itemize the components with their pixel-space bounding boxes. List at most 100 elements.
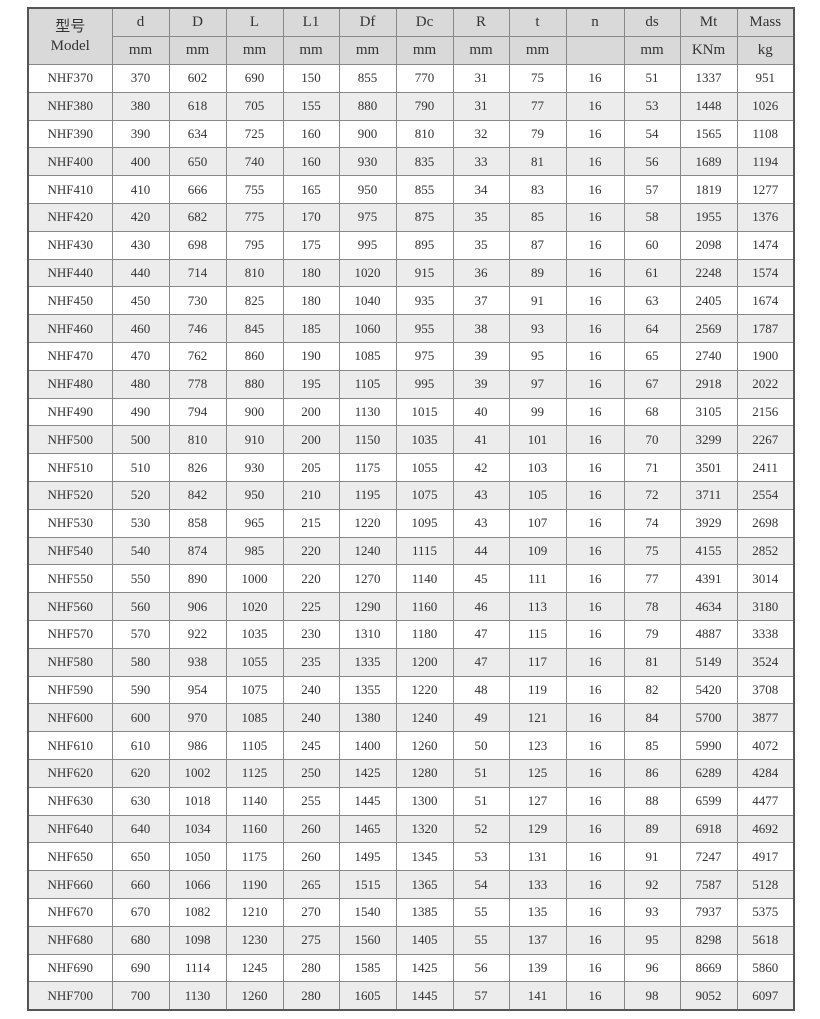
value-cell: 1180 <box>395 619 454 649</box>
column-unit: mm <box>338 36 397 65</box>
model-cell: NHF470 <box>27 341 113 371</box>
value-cell: 4917 <box>736 842 795 872</box>
value-cell: 111 <box>508 564 567 594</box>
model-cell: NHF680 <box>27 925 113 955</box>
value-cell: 215 <box>282 508 340 538</box>
value-cell: 880 <box>338 91 397 121</box>
value-cell: 1337 <box>679 64 738 93</box>
value-cell: 965 <box>225 508 284 538</box>
value-cell: 1560 <box>338 925 397 955</box>
value-cell: 1260 <box>395 731 454 760</box>
value-cell: 3338 <box>736 619 795 649</box>
table-row: NHF540 540 874 985 220 1240 1115 44 109 16 75 4155 2… <box>27 536 795 566</box>
value-cell: 810 <box>168 425 227 455</box>
value-cell: 50 <box>452 731 510 760</box>
value-cell: 1277 <box>736 175 795 204</box>
value-cell: 1605 <box>338 981 397 1011</box>
value-cell: 4284 <box>736 758 795 788</box>
table-row: NHF390 390 634 725 160 900 810 32 79 16 54 1565 1108 <box>27 119 795 149</box>
value-cell: 56 <box>452 953 510 983</box>
value-cell: 117 <box>508 647 567 677</box>
value-cell: 60 <box>623 230 681 260</box>
value-cell: 105 <box>508 480 567 510</box>
value-cell: 260 <box>282 814 340 844</box>
value-cell: 55 <box>452 925 510 955</box>
value-cell: 220 <box>282 536 340 566</box>
value-cell: 1055 <box>395 453 454 482</box>
value-cell: 1130 <box>168 981 227 1011</box>
value-cell: 1035 <box>395 425 454 455</box>
column-header: d <box>111 7 170 37</box>
column-unit: mm <box>508 36 567 65</box>
value-cell: 235 <box>282 647 340 677</box>
value-cell: 160 <box>282 119 340 149</box>
value-cell: 1345 <box>395 842 454 872</box>
value-cell: 995 <box>338 230 397 260</box>
value-cell: 37 <box>452 286 510 316</box>
value-cell: 16 <box>565 453 625 482</box>
value-cell: 845 <box>225 314 284 343</box>
value-cell: 57 <box>623 175 681 204</box>
value-cell: 1674 <box>736 286 795 316</box>
value-cell: 99 <box>508 397 567 427</box>
column-unit: mm <box>623 36 681 65</box>
value-cell: 5618 <box>736 925 795 955</box>
value-cell: 1900 <box>736 341 795 371</box>
value-cell: 1140 <box>395 564 454 594</box>
value-cell: 70 <box>623 425 681 455</box>
column-unit: mm <box>282 36 340 65</box>
value-cell: 205 <box>282 453 340 482</box>
value-cell: 500 <box>111 425 170 455</box>
value-cell: 16 <box>565 925 625 955</box>
value-cell: 1365 <box>395 870 454 899</box>
value-cell: 950 <box>225 480 284 510</box>
value-cell: 2098 <box>679 230 738 260</box>
value-cell: 650 <box>168 147 227 177</box>
value-cell: 92 <box>623 870 681 899</box>
value-cell: 51 <box>623 64 681 93</box>
value-cell: 8669 <box>679 953 738 983</box>
value-cell: 985 <box>225 536 284 566</box>
value-cell: 85 <box>623 731 681 760</box>
value-cell: 440 <box>111 258 170 288</box>
value-cell: 5990 <box>679 731 738 760</box>
value-cell: 1194 <box>736 147 795 177</box>
value-cell: 81 <box>623 647 681 677</box>
value-cell: 540 <box>111 536 170 566</box>
value-cell: 3014 <box>736 564 795 594</box>
table-row: NHF460 460 746 845 185 1060 955 38 93 16 64 2569 178… <box>27 314 795 343</box>
table-row: NHF590 590 954 1075 240 1355 1220 48 119 16 82 5420… <box>27 675 795 705</box>
value-cell: 1066 <box>168 870 227 899</box>
value-cell: 16 <box>565 953 625 983</box>
value-cell: 2156 <box>736 397 795 427</box>
value-cell: 7247 <box>679 842 738 872</box>
model-cell: NHF560 <box>27 592 113 621</box>
value-cell: 89 <box>508 258 567 288</box>
value-cell: 1335 <box>338 647 397 677</box>
value-cell: 1474 <box>736 230 795 260</box>
value-cell: 16 <box>565 258 625 288</box>
value-cell: 78 <box>623 592 681 621</box>
value-cell: 1020 <box>225 592 284 621</box>
value-cell: 1210 <box>225 897 284 927</box>
column-unit: mm <box>452 36 510 65</box>
value-cell: 1220 <box>395 675 454 705</box>
value-cell: 16 <box>565 758 625 788</box>
value-cell: 3711 <box>679 480 738 510</box>
value-cell: 86 <box>623 758 681 788</box>
value-cell: 6599 <box>679 786 738 816</box>
value-cell: 16 <box>565 870 625 899</box>
value-cell: 1105 <box>338 369 397 399</box>
value-cell: 91 <box>623 842 681 872</box>
value-cell: 47 <box>452 619 510 649</box>
value-cell: 3708 <box>736 675 795 705</box>
value-cell: 16 <box>565 341 625 371</box>
value-cell: 16 <box>565 786 625 816</box>
value-cell: 1819 <box>679 175 738 204</box>
value-cell: 16 <box>565 897 625 927</box>
value-cell: 56 <box>623 147 681 177</box>
value-cell: 690 <box>111 953 170 983</box>
value-cell: 390 <box>111 119 170 149</box>
value-cell: 810 <box>225 258 284 288</box>
value-cell: 129 <box>508 814 567 844</box>
